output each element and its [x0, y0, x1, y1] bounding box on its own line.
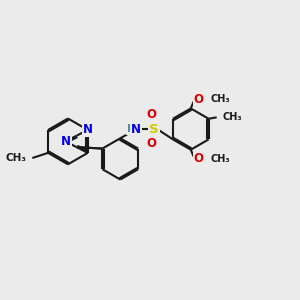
- Text: O: O: [194, 93, 204, 106]
- Text: N: N: [83, 123, 93, 136]
- Text: CH₃: CH₃: [5, 153, 26, 163]
- Text: CH₃: CH₃: [211, 154, 230, 164]
- Text: H: H: [127, 124, 135, 134]
- Text: N: N: [61, 135, 71, 148]
- Text: S: S: [149, 123, 159, 136]
- Text: O: O: [146, 137, 157, 151]
- Text: N: N: [131, 123, 141, 136]
- Text: O: O: [146, 108, 157, 121]
- Text: O: O: [194, 152, 204, 165]
- Text: CH₃: CH₃: [211, 94, 230, 104]
- Text: CH₃: CH₃: [223, 112, 243, 122]
